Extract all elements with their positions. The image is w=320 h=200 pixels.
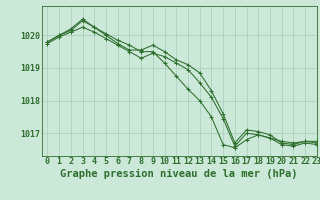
- X-axis label: Graphe pression niveau de la mer (hPa): Graphe pression niveau de la mer (hPa): [60, 169, 298, 179]
